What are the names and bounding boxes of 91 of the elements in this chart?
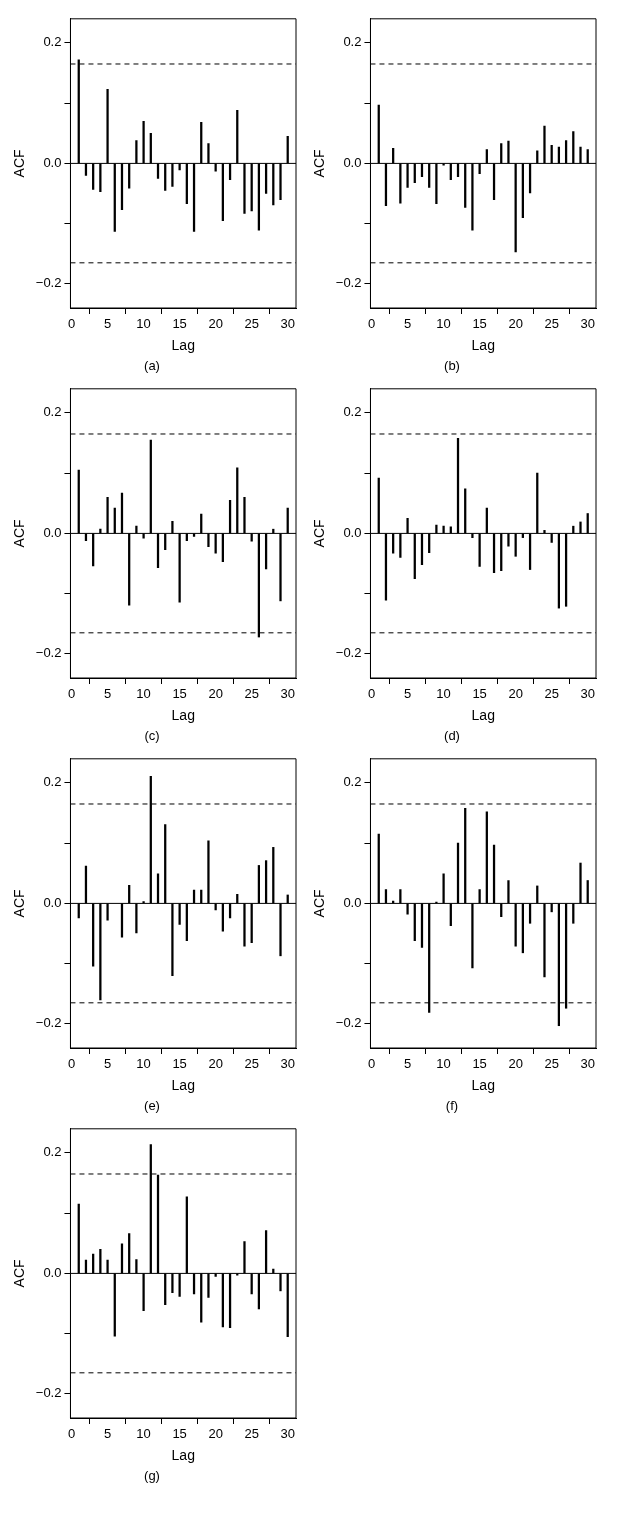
y-axis-title: ACF — [311, 149, 328, 178]
x-tick-label: 20 — [508, 316, 523, 332]
y-tick-label: −0.2 — [35, 1385, 62, 1401]
x-axis-title: Lag — [471, 706, 495, 723]
x-tick-label: 5 — [103, 1426, 112, 1442]
x-tick-label: 20 — [208, 1426, 223, 1442]
x-tick-label: 0 — [67, 1426, 76, 1442]
x-axis-title: Lag — [171, 706, 195, 723]
x-tick-label: 20 — [208, 686, 223, 702]
x-tick-label: 5 — [103, 316, 112, 332]
y-tick-label: −0.2 — [35, 645, 62, 661]
x-tick-label: 10 — [136, 686, 151, 702]
x-tick-label: 15 — [472, 686, 487, 702]
x-tick-label: 5 — [403, 1056, 412, 1072]
x-tick-label: 15 — [472, 316, 487, 332]
x-tick-label: 30 — [580, 686, 595, 702]
y-axis-title: ACF — [11, 1259, 28, 1288]
x-tick-label: 10 — [136, 1056, 151, 1072]
x-tick-label: 25 — [244, 686, 259, 702]
y-tick-label: 0.2 — [343, 774, 362, 790]
x-tick-label: 0 — [367, 1056, 376, 1072]
x-tick-label: 20 — [508, 686, 523, 702]
x-tick-label: 20 — [208, 1056, 223, 1072]
x-axis-title: Lag — [171, 336, 195, 353]
y-tick-label: 0.2 — [43, 774, 62, 790]
x-tick-label: 25 — [544, 1056, 559, 1072]
x-tick-label: 15 — [172, 316, 187, 332]
x-tick-label: 30 — [280, 1056, 295, 1072]
y-axis-title: ACF — [11, 149, 28, 178]
y-tick-label: 0.0 — [343, 524, 362, 540]
y-tick-label: 0.2 — [43, 404, 62, 420]
y-tick-label: −0.2 — [35, 1015, 62, 1031]
x-tick-label: 5 — [403, 686, 412, 702]
text: (e) — [144, 1097, 160, 1113]
text: (d) — [444, 727, 460, 743]
x-tick-label: 30 — [280, 686, 295, 702]
x-tick-label: 30 — [580, 1056, 595, 1072]
y-axis-title: ACF — [311, 519, 328, 548]
y-tick-label: −0.2 — [35, 275, 62, 291]
x-tick-label: 0 — [67, 686, 76, 702]
x-tick-label: 30 — [580, 316, 595, 332]
x-tick-label: 10 — [136, 316, 151, 332]
x-axis-title: Lag — [471, 1076, 495, 1093]
y-tick-label: 0.0 — [343, 894, 362, 910]
y-axis-title: ACF — [11, 889, 28, 918]
x-tick-label: 10 — [136, 1426, 151, 1442]
x-tick-label: 5 — [103, 686, 112, 702]
x-tick-label: 15 — [172, 1426, 187, 1442]
x-axis-title: Lag — [171, 1076, 195, 1093]
x-tick-label: 20 — [208, 316, 223, 332]
x-axis-title: Lag — [471, 336, 495, 353]
x-tick-label: 10 — [436, 316, 451, 332]
x-tick-label: 0 — [367, 686, 376, 702]
y-tick-label: 0.0 — [43, 154, 62, 170]
x-tick-label: 30 — [280, 1426, 295, 1442]
text: (g) — [144, 1467, 160, 1483]
x-tick-label: 15 — [472, 1056, 487, 1072]
x-axis-title: Lag — [171, 1446, 195, 1463]
y-tick-label: 0.2 — [43, 34, 62, 50]
y-tick-label: 0.2 — [343, 34, 362, 50]
y-axis-title: ACF — [11, 519, 28, 548]
x-tick-label: 25 — [244, 1056, 259, 1072]
y-tick-label: 0.0 — [43, 894, 62, 910]
text: (a) — [144, 357, 160, 373]
y-tick-label: 0.2 — [343, 404, 362, 420]
text: (f) — [445, 1097, 459, 1113]
x-tick-label: 0 — [367, 316, 376, 332]
x-tick-label: 25 — [544, 686, 559, 702]
x-tick-label: 10 — [436, 1056, 451, 1072]
x-tick-label: 25 — [244, 1426, 259, 1442]
y-axis-title: ACF — [311, 889, 328, 918]
x-tick-label: 15 — [172, 1056, 187, 1072]
x-tick-label: 5 — [103, 1056, 112, 1072]
x-tick-label: 0 — [67, 316, 76, 332]
text: (b) — [444, 357, 460, 373]
x-tick-label: 25 — [544, 316, 559, 332]
x-tick-label: 10 — [436, 686, 451, 702]
x-tick-label: 5 — [403, 316, 412, 332]
y-tick-label: 0.0 — [343, 154, 362, 170]
x-tick-label: 30 — [280, 316, 295, 332]
y-tick-label: 0.0 — [43, 524, 62, 540]
y-tick-label: −0.2 — [335, 645, 362, 661]
x-tick-label: 20 — [508, 1056, 523, 1072]
x-tick-label: 25 — [244, 316, 259, 332]
y-tick-label: 0.0 — [43, 1264, 62, 1280]
y-tick-label: −0.2 — [335, 275, 362, 291]
y-tick-label: −0.2 — [335, 1015, 362, 1031]
x-tick-label: 0 — [67, 1056, 76, 1072]
text: (c) — [144, 727, 160, 743]
y-tick-label: 0.2 — [43, 1144, 62, 1160]
x-tick-label: 15 — [172, 686, 187, 702]
